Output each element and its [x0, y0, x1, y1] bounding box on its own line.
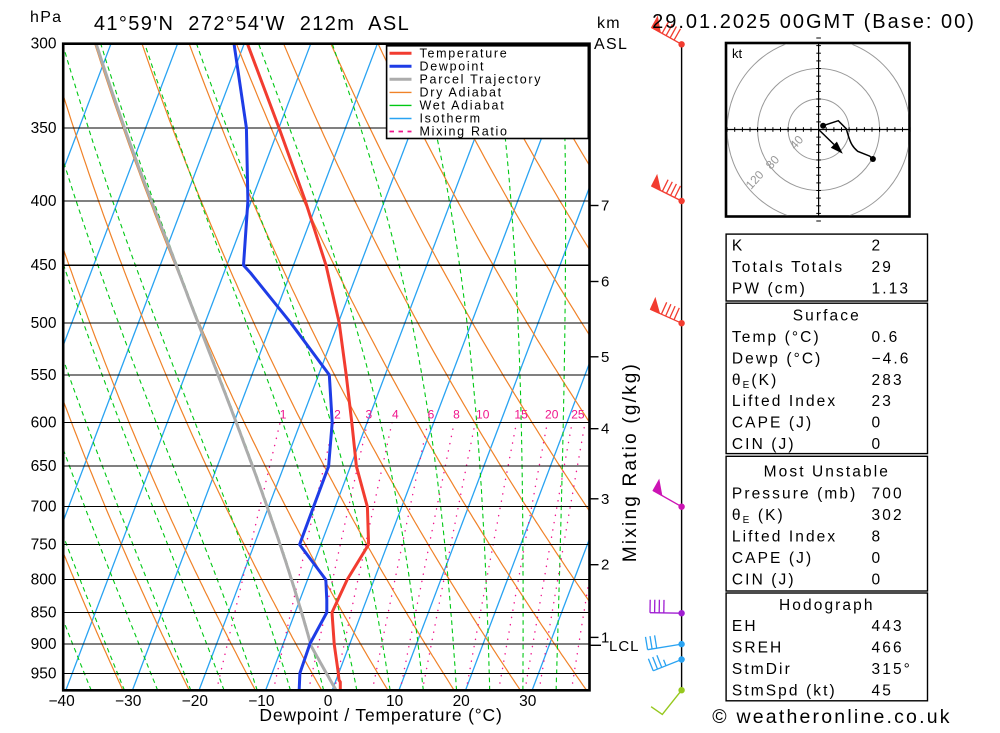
svg-text:450: 450: [31, 257, 57, 274]
svg-text:29: 29: [872, 259, 893, 276]
svg-text:2: 2: [601, 557, 609, 574]
svg-text:45: 45: [872, 683, 893, 700]
svg-text:20: 20: [453, 693, 471, 710]
svg-text:8: 8: [453, 408, 460, 422]
svg-text:283: 283: [872, 372, 904, 389]
svg-text:Dry Adiabat: Dry Adiabat: [420, 86, 503, 100]
svg-text:Parcel Trajectory: Parcel Trajectory: [420, 73, 543, 87]
svg-text:1: 1: [280, 408, 287, 422]
svg-text:ASL: ASL: [594, 36, 628, 53]
svg-text:−20: −20: [182, 693, 209, 710]
svg-text:3: 3: [601, 491, 609, 508]
svg-text:0: 0: [872, 550, 883, 567]
svg-text:8: 8: [872, 528, 883, 545]
svg-text:StmSpd (kt): StmSpd (kt): [732, 683, 837, 700]
svg-text:1: 1: [601, 629, 609, 646]
svg-text:30: 30: [519, 693, 537, 710]
svg-text:0: 0: [872, 571, 883, 588]
svg-text:EH: EH: [732, 618, 758, 635]
svg-text:Totals Totals: Totals Totals: [732, 259, 844, 276]
svg-text:SREH: SREH: [732, 640, 783, 657]
svg-text:−4.6: −4.6: [872, 350, 911, 367]
svg-text:Lifted Index: Lifted Index: [732, 528, 837, 545]
svg-text:10: 10: [386, 693, 404, 710]
svg-text:700: 700: [872, 485, 904, 502]
svg-text:kt: kt: [732, 46, 743, 61]
svg-text:0.6: 0.6: [872, 329, 900, 346]
svg-text:350: 350: [31, 120, 57, 137]
svg-text:550: 550: [31, 367, 57, 384]
svg-text:850: 850: [31, 605, 57, 622]
svg-text:Dewpoint: Dewpoint: [420, 60, 486, 74]
svg-text:600: 600: [31, 414, 57, 431]
svg-text:800: 800: [31, 572, 57, 589]
svg-text:Isotherm: Isotherm: [420, 112, 482, 126]
svg-text:StmDir: StmDir: [732, 661, 792, 678]
svg-text:CIN (J): CIN (J): [732, 571, 796, 588]
svg-text:29.01.2025 00GMT (Base: 00): 29.01.2025 00GMT (Base: 00): [652, 11, 976, 33]
svg-text:466: 466: [872, 640, 904, 657]
svg-text:Temp (°C): Temp (°C): [732, 329, 821, 346]
svg-text:750: 750: [31, 536, 57, 553]
svg-text:Lifted Index: Lifted Index: [732, 393, 837, 410]
svg-text:LCL: LCL: [609, 638, 640, 655]
svg-text:900: 900: [31, 636, 57, 653]
svg-text:2: 2: [334, 408, 341, 422]
svg-text:PW (cm): PW (cm): [732, 280, 807, 297]
svg-text:6: 6: [428, 408, 435, 422]
svg-text:Wet Adiabat: Wet Adiabat: [420, 99, 506, 113]
svg-text:6: 6: [601, 274, 609, 291]
svg-text:Mixing Ratio: Mixing Ratio: [420, 125, 509, 139]
svg-text:41°59'N 272°54'W 212m ASL: 41°59'N 272°54'W 212m ASL: [94, 13, 410, 35]
svg-text:hPa: hPa: [30, 9, 62, 26]
svg-text:3: 3: [365, 408, 372, 422]
svg-text:950: 950: [31, 665, 57, 682]
svg-text:0: 0: [324, 693, 333, 710]
svg-text:θE(K): θE(K): [732, 372, 778, 391]
svg-text:650: 650: [31, 458, 57, 475]
svg-text:500: 500: [31, 315, 57, 332]
svg-text:Hodograph: Hodograph: [779, 597, 875, 614]
svg-text:2: 2: [872, 238, 883, 255]
svg-text:400: 400: [31, 193, 57, 210]
svg-text:km: km: [597, 15, 621, 32]
svg-text:4: 4: [392, 408, 399, 422]
svg-text:CAPE (J): CAPE (J): [732, 550, 813, 567]
svg-text:10: 10: [476, 408, 490, 422]
svg-text:−10: −10: [248, 693, 275, 710]
svg-text:CAPE (J): CAPE (J): [732, 415, 813, 432]
svg-text:K: K: [732, 238, 744, 255]
svg-text:Pressure (mb): Pressure (mb): [732, 485, 857, 502]
svg-text:Dewpoint / Temperature (°C): Dewpoint / Temperature (°C): [259, 705, 502, 725]
svg-text:300: 300: [31, 36, 57, 53]
svg-text:25: 25: [571, 408, 585, 422]
svg-text:Most Unstable: Most Unstable: [764, 464, 890, 481]
svg-text:Surface: Surface: [793, 308, 861, 325]
svg-text:−40: −40: [48, 693, 75, 710]
svg-text:15: 15: [514, 408, 528, 422]
svg-text:© weatheronline.co.uk: © weatheronline.co.uk: [712, 706, 951, 728]
svg-text:700: 700: [31, 499, 57, 516]
svg-text:20: 20: [545, 408, 559, 422]
svg-text:Temperature: Temperature: [420, 46, 509, 60]
svg-text:1.13: 1.13: [872, 280, 911, 297]
svg-text:5: 5: [601, 349, 609, 366]
svg-text:−30: −30: [115, 693, 142, 710]
svg-text:315°: 315°: [872, 661, 912, 678]
svg-text:θE (K): θE (K): [732, 507, 785, 526]
svg-text:23: 23: [872, 393, 893, 410]
svg-text:302: 302: [872, 507, 904, 524]
svg-text:7: 7: [601, 198, 609, 215]
svg-text:CIN (J): CIN (J): [732, 436, 796, 453]
svg-text:Dewp (°C): Dewp (°C): [732, 350, 823, 367]
svg-text:Mixing Ratio (g/kg): Mixing Ratio (g/kg): [620, 362, 641, 562]
svg-text:0: 0: [872, 415, 883, 432]
svg-text:443: 443: [872, 618, 904, 635]
svg-text:4: 4: [601, 421, 609, 438]
svg-text:0: 0: [872, 436, 883, 453]
